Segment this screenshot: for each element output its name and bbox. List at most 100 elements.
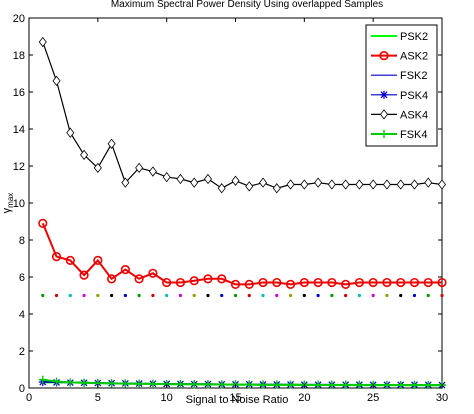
data-point-ask2: [244, 279, 254, 290]
reference-dot: [288, 293, 293, 298]
legend-label-psk2: PSK2: [400, 31, 428, 43]
data-point-ask4: [327, 179, 336, 190]
data-point-ask2: [368, 277, 378, 288]
x-tick-label: 5: [95, 392, 101, 404]
data-point-fsk4: [314, 380, 323, 389]
x-tick-label: 15: [229, 392, 241, 404]
data-point-fsk4: [424, 381, 433, 390]
y-tick-label: 18: [13, 50, 25, 62]
x-tick-label: 25: [367, 392, 379, 404]
data-point-ask2: [382, 277, 392, 288]
legend-label-fsk4: FSK4: [400, 129, 428, 141]
y-tick-label: 10: [13, 198, 25, 210]
data-point-ask2: [258, 277, 268, 288]
y-axis-label-sub: max: [6, 193, 15, 208]
legend-marker-psk4-stroke: [380, 91, 388, 99]
data-point-ask4: [107, 138, 116, 149]
reference-dot: [151, 293, 155, 298]
legend-label-fsk2: FSK2: [400, 70, 428, 82]
y-tick-label: 12: [13, 161, 25, 173]
reference-dot: [233, 293, 238, 298]
legend-box: [365, 24, 438, 147]
data-point-fsk4: [410, 381, 419, 390]
data-point-ask4: [121, 177, 130, 188]
reference-dot: [399, 293, 403, 298]
data-point-ask2: [299, 277, 309, 288]
reference-dot: [41, 293, 45, 298]
data-point-ask4: [437, 179, 447, 190]
legend-marker-ask2: [379, 50, 389, 61]
y-tick-label: 14: [13, 124, 25, 136]
y-tick-label: 0: [19, 383, 25, 395]
legend-marker-ask4: [379, 109, 389, 120]
reference-dot: [371, 293, 375, 298]
data-point-ask2: [285, 279, 296, 290]
legend-label-ask2: ASK2: [400, 51, 428, 63]
y-tick-label: 8: [19, 235, 25, 247]
data-point-fsk4: [355, 380, 364, 389]
reference-dot: [165, 293, 169, 298]
reference-dot: [178, 293, 183, 298]
legend: PSK2 ASK2 FSK2 PSK4 ASK4 FSK4: [365, 24, 438, 147]
reference-dot: [440, 293, 444, 298]
data-point-fsk4: [341, 380, 350, 389]
data-point-ask4: [314, 177, 323, 188]
x-tick-label: 30: [436, 392, 448, 404]
reference-dot: [137, 293, 141, 298]
axis-ticks: 0 5 10 15 20 25 30 0 2 4 6 8 10 12 14 16 18 20: [13, 13, 448, 404]
reference-dot: [247, 293, 251, 298]
data-point-ask2: [203, 274, 213, 284]
x-tick-label: 20: [298, 392, 310, 404]
data-point-ask2: [396, 277, 406, 288]
data-point-ask4: [300, 179, 309, 190]
reference-dot: [344, 293, 348, 298]
data-point-ask2: [327, 277, 337, 288]
data-point-ask2: [175, 277, 186, 288]
y-tick-label: 16: [13, 87, 25, 99]
data-point-fsk4: [38, 375, 47, 384]
data-point-ask2: [189, 276, 199, 286]
data-point-ask4: [203, 173, 212, 185]
data-point-ask4: [66, 127, 75, 138]
legend-marker-psk4: [380, 90, 388, 99]
reference-dot: [385, 293, 389, 298]
data-point-ask2: [79, 270, 89, 280]
reference-dot: [412, 293, 417, 298]
data-point-ask4: [52, 75, 61, 87]
data-point-fsk4: [107, 379, 116, 388]
data-point-ask4: [286, 179, 295, 190]
data-point-fsk4: [272, 380, 281, 389]
data-point-fsk4: [259, 380, 268, 389]
x-axis-label: Signal to Noise Ratio: [186, 394, 289, 406]
reference-dot: [192, 293, 196, 298]
data-point-fsk4: [148, 379, 157, 388]
data-point-ask2: [341, 279, 351, 290]
data-point-ask2: [134, 274, 144, 284]
data-point-ask2: [38, 218, 48, 228]
legend-label-psk4: PSK4: [400, 90, 428, 102]
data-point-ask4: [190, 177, 199, 188]
data-point-ask4: [424, 177, 433, 188]
data-point-ask4: [382, 179, 391, 190]
data-point-fsk4: [396, 381, 405, 390]
data-point-ask4: [93, 162, 102, 174]
data-point-fsk4: [80, 378, 89, 387]
data-point-ask4: [80, 149, 89, 161]
data-point-ask2: [354, 277, 365, 288]
data-point-fsk4: [217, 380, 226, 389]
reference-dot: [302, 293, 306, 298]
reference-dot: [426, 293, 430, 298]
data-point-fsk4: [327, 380, 336, 389]
legend-marker-fsk4: [380, 130, 388, 138]
data-point-ask2: [230, 279, 241, 290]
y-tick-label: 2: [19, 346, 25, 358]
legend-label-ask4: ASK4: [400, 109, 428, 121]
data-point-ask4: [176, 173, 185, 185]
data-point-ask2: [437, 277, 447, 288]
data-point-ask2: [106, 274, 117, 284]
data-point-ask4: [410, 179, 419, 190]
data-point-ask4: [355, 179, 364, 190]
data-point-fsk4: [66, 378, 75, 387]
data-point-ask2: [423, 277, 433, 288]
data-point-fsk4: [245, 380, 254, 389]
